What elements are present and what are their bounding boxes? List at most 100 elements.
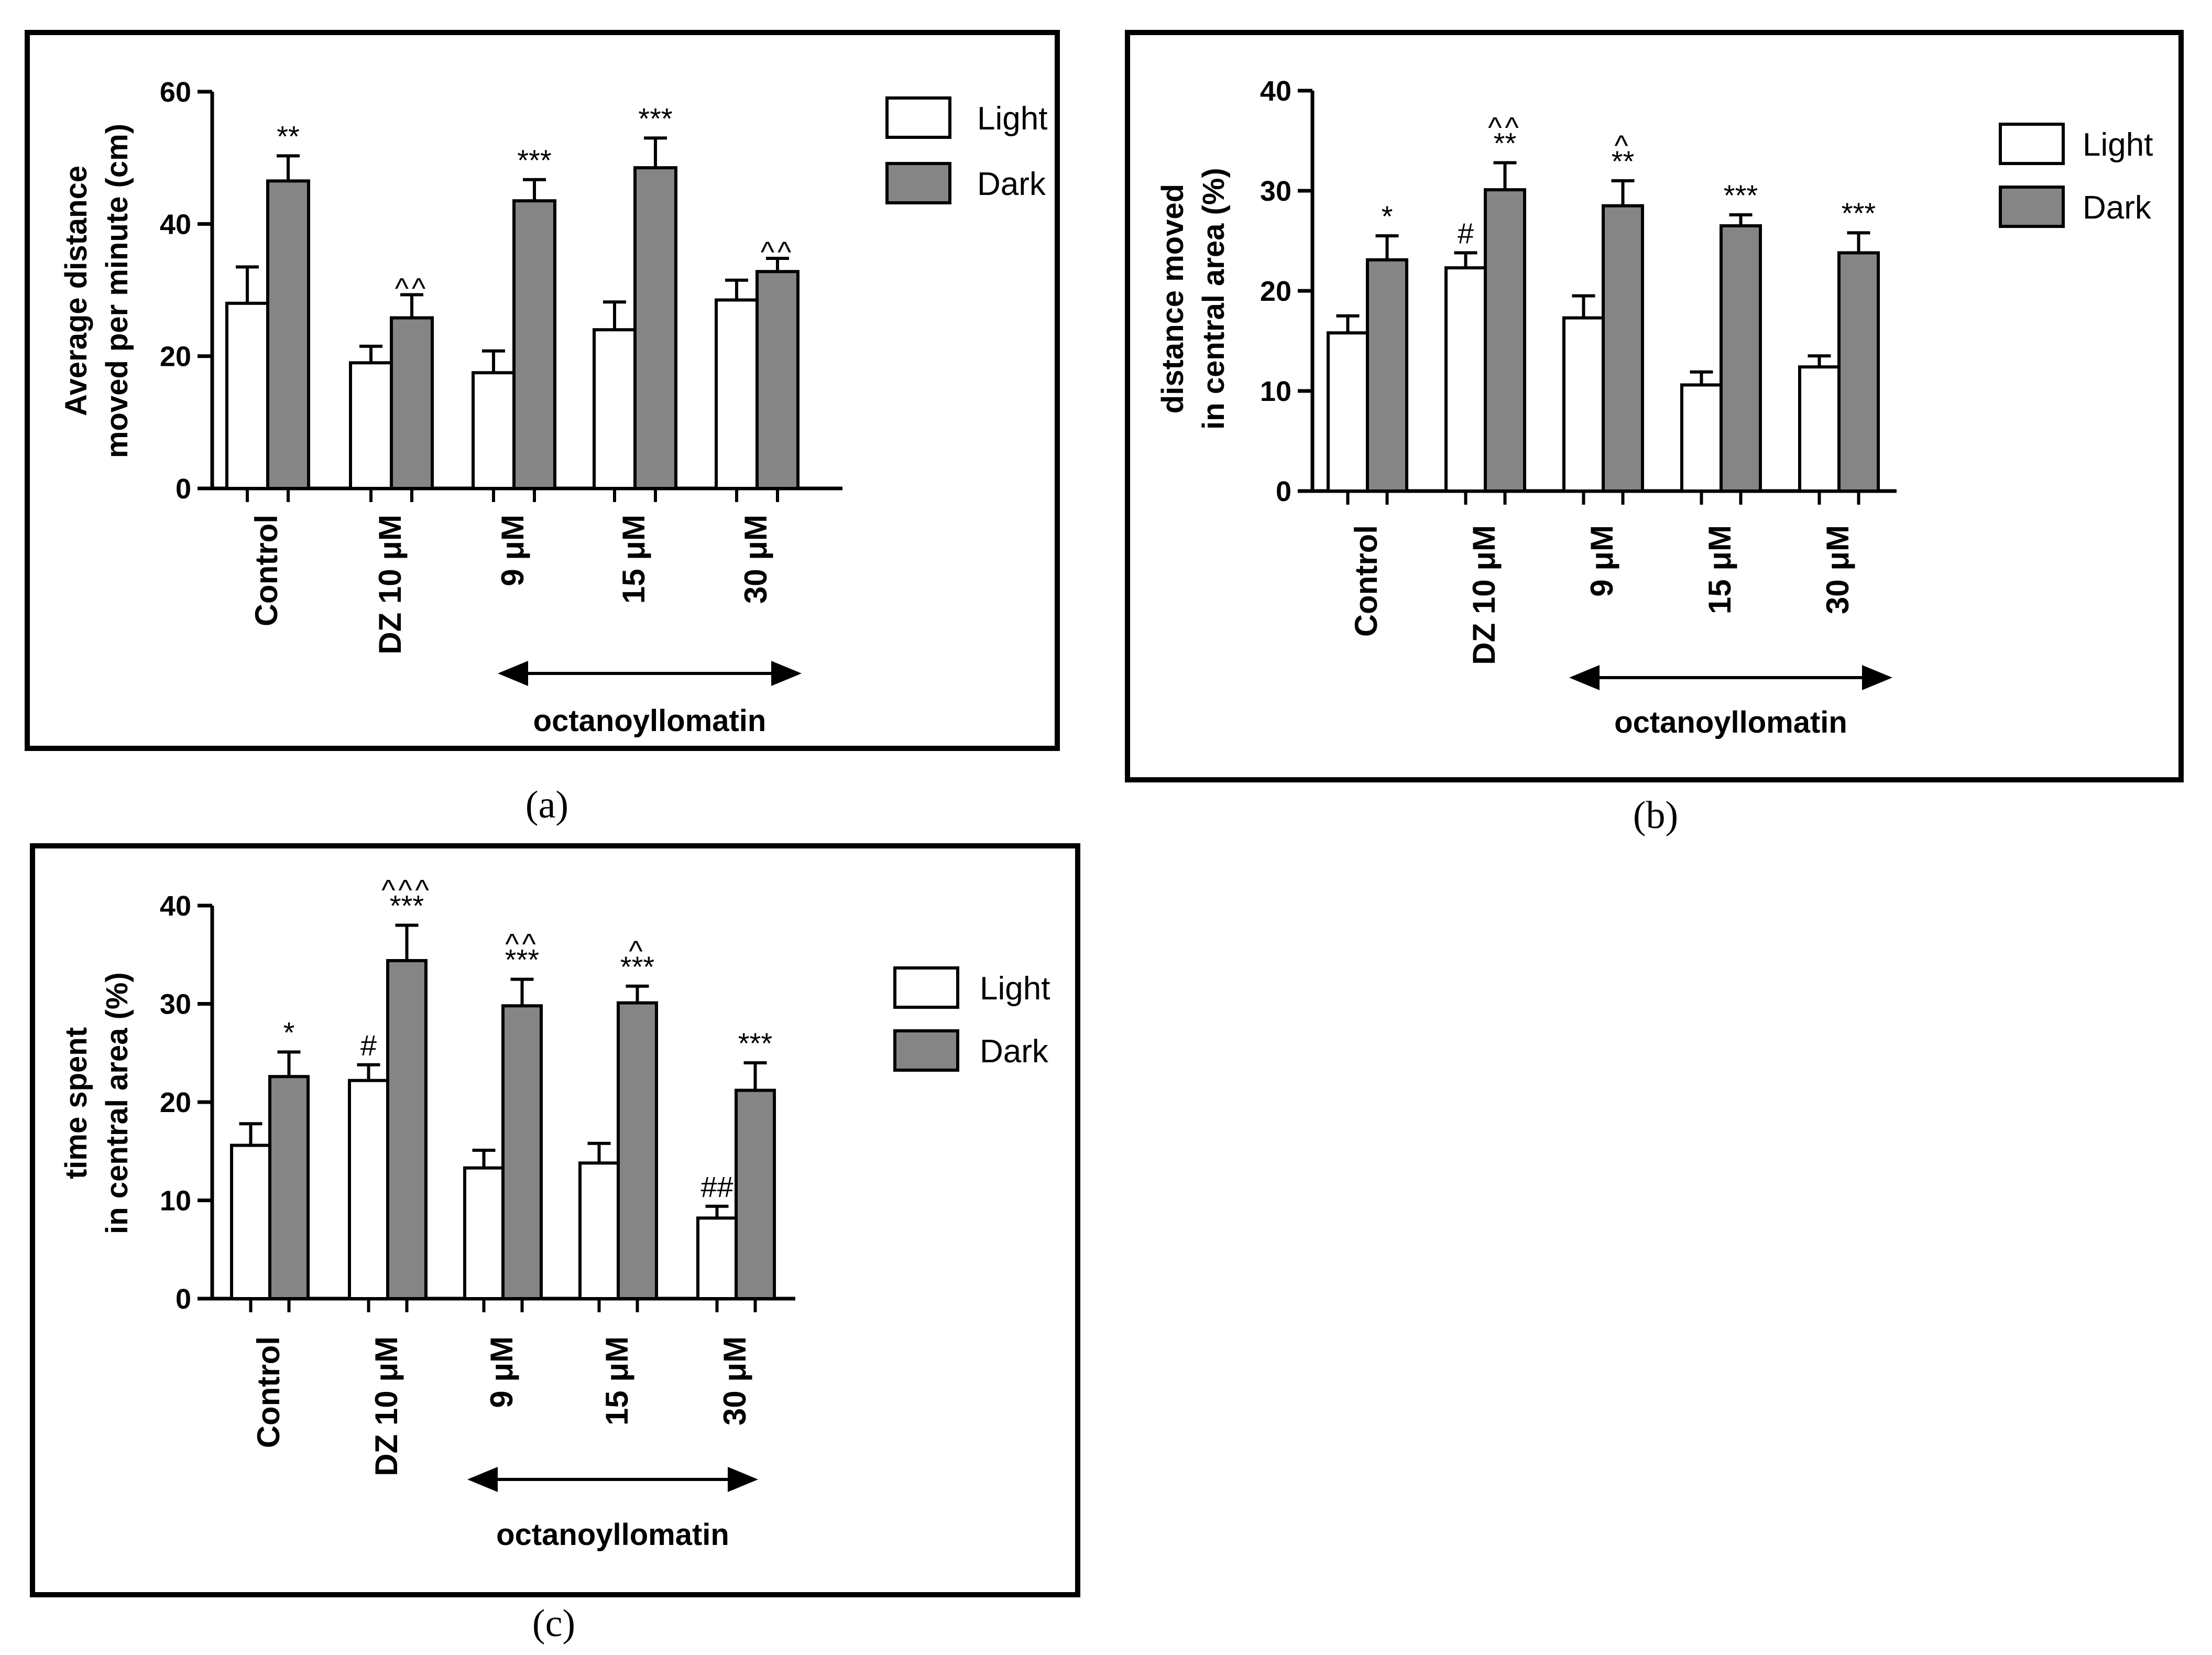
category-label: DZ 10 μM: [369, 1336, 404, 1476]
dark-bar: [386, 959, 428, 1300]
group-arrow-right-head: [1862, 665, 1892, 690]
panel-frame: [30, 843, 1080, 1597]
legend-label-dark: Dark: [977, 166, 1046, 202]
significance-label: ^^: [395, 271, 429, 304]
significance-label: ***: [1724, 179, 1758, 212]
dark-bar: [1366, 258, 1408, 493]
legend-label-light: Light: [2083, 127, 2153, 163]
light-bar: [593, 328, 637, 490]
group-arrow-left-head: [1569, 665, 1600, 690]
light-bar: [1444, 266, 1487, 493]
group-arrow-right-head: [728, 1467, 758, 1492]
dark-bar: [735, 1088, 776, 1300]
dark-bar: [633, 166, 677, 490]
dark-bar: [1602, 204, 1644, 493]
dark-bar: [512, 199, 556, 490]
legend-label-dark: Dark: [2083, 190, 2152, 226]
y-tick-label: 30: [160, 989, 191, 1020]
dark-bar: [1720, 224, 1762, 493]
y-tick-label: 0: [176, 1283, 191, 1315]
y-axis-title-line: Average distance: [59, 166, 93, 416]
y-axis-title-line: time spent: [59, 1027, 93, 1179]
light-bar: [348, 1079, 389, 1300]
category-label: 30 μM: [1820, 525, 1855, 614]
significance-label: ^: [1614, 129, 1631, 162]
y-tick-label: 40: [160, 209, 191, 240]
dark-bar: [390, 316, 434, 490]
significance-label: #: [360, 1029, 377, 1062]
group-label: octanoyllomatin: [533, 704, 766, 738]
category-label: 15 μM: [599, 1336, 634, 1425]
light-bar: [715, 298, 759, 490]
significance-label: *: [1382, 200, 1393, 233]
legend-swatch-dark: [893, 1029, 959, 1072]
panel-a: (a) 0 20 40 60 Average distance moved per minu…: [25, 30, 1060, 826]
panel-frame: [1125, 30, 2184, 782]
dark-bar: [268, 1075, 310, 1300]
category-label: Control: [251, 1336, 286, 1448]
y-tick-label: 20: [1260, 276, 1291, 307]
significance-label: ***: [1842, 197, 1876, 230]
y-axis-title-line: distance moved: [1156, 184, 1190, 413]
y-tick-label: 30: [1260, 176, 1291, 207]
light-bar: [1327, 331, 1369, 493]
significance-label: ***: [620, 950, 654, 983]
group-label: octanoyllomatin: [496, 1518, 729, 1552]
category-label: 15 μM: [616, 515, 651, 604]
significance-label: **: [1612, 145, 1635, 178]
significance-label: ^^: [1488, 111, 1522, 144]
y-axis-title: distance moved in central area (%): [1156, 168, 1231, 430]
category-label: 9 μM: [1584, 525, 1619, 597]
y-axis-title: Average distance moved per minute (cm): [59, 124, 134, 458]
light-bar: [349, 361, 393, 490]
y-tick-label: 60: [160, 77, 191, 108]
light-bar: [463, 1166, 505, 1300]
y-tick-label: 10: [160, 1185, 191, 1217]
legend-swatch-dark: [1999, 186, 2065, 228]
significance-label: ***: [517, 144, 551, 177]
significance-label: **: [277, 119, 300, 153]
panel-frame: [25, 30, 1060, 751]
light-bar: [1798, 365, 1841, 493]
legend-swatch-light: [885, 96, 951, 139]
y-tick-label: 20: [160, 1087, 191, 1118]
light-bar: [1562, 316, 1605, 493]
light-bar: [578, 1161, 620, 1300]
significance-label: ##: [700, 1170, 733, 1203]
panel-caption: (c): [532, 1602, 575, 1645]
y-tick-label: 20: [160, 341, 191, 373]
legend-label-light: Light: [977, 101, 1047, 137]
significance-label: ^^: [761, 235, 795, 268]
light-bar: [230, 1144, 271, 1300]
panel-caption: (a): [525, 783, 568, 826]
significance-label: **: [1494, 127, 1517, 160]
dark-bar: [1484, 188, 1526, 493]
category-label: DZ 10 μM: [373, 515, 408, 655]
significance-label: *: [283, 1016, 295, 1049]
light-bar: [1680, 383, 1723, 493]
category-label: 9 μM: [484, 1336, 519, 1408]
light-bar: [225, 301, 269, 490]
y-tick-label: 0: [176, 473, 191, 505]
significance-label: ^^^: [381, 874, 432, 907]
significance-label: ***: [738, 1027, 772, 1060]
y-tick-label: 40: [1260, 75, 1291, 107]
category-label: Control: [1349, 525, 1384, 637]
y-axis-title-line: in central area (%): [100, 972, 134, 1234]
panel-caption: (b): [1633, 794, 1678, 837]
group-arrow-right-head: [771, 661, 802, 686]
light-bar: [696, 1216, 738, 1300]
dark-bar: [617, 1001, 658, 1300]
light-bar: [472, 371, 516, 490]
dark-bar: [1837, 251, 1880, 493]
y-tick-label: 0: [1276, 476, 1291, 507]
group-arrow-left-head: [498, 661, 528, 686]
category-label: 15 μM: [1702, 525, 1737, 614]
dark-bar: [501, 1004, 543, 1300]
legend-label-dark: Dark: [980, 1033, 1049, 1070]
category-label: Control: [249, 515, 284, 626]
y-axis-title: time spent in central area (%): [59, 972, 134, 1234]
significance-label: #: [1458, 216, 1474, 249]
y-axis-title-line: in central area (%): [1197, 168, 1231, 430]
